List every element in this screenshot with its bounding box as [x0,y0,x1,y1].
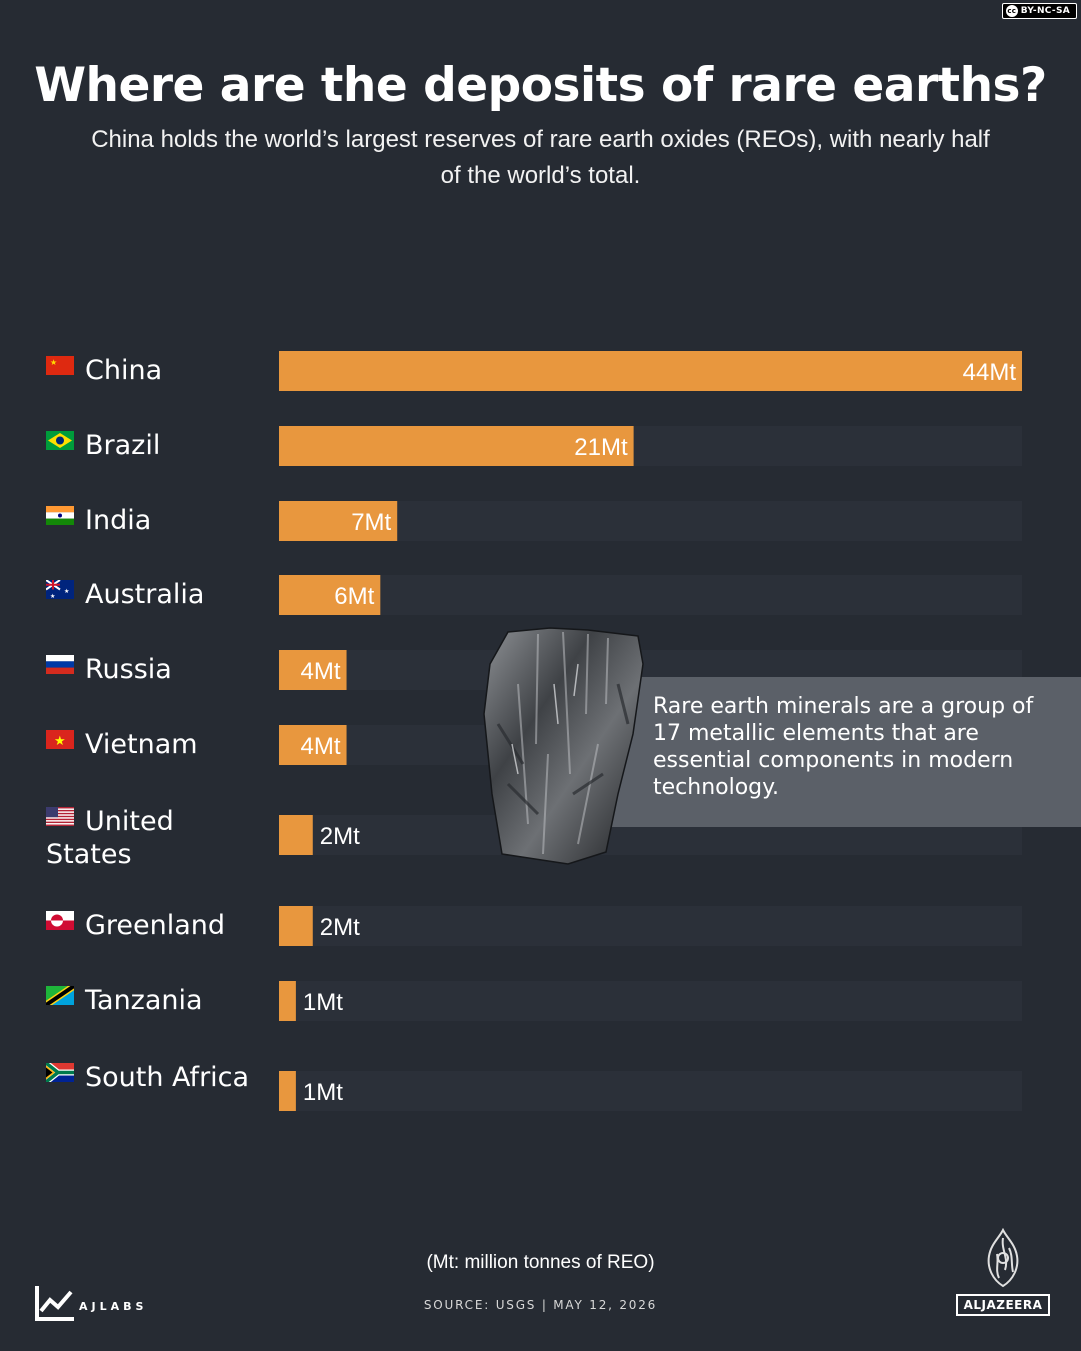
vietnam-flag-icon: ★ [46,730,74,749]
ajlabs-text: AJLABS [79,1300,148,1313]
category-name: Russia [85,654,172,685]
license-badge: cc BY-NC-SA [1001,3,1077,19]
bar-vietnam [279,725,347,765]
category-label: ★ Vietnam [46,728,256,761]
category-name: India [85,505,152,536]
bar-india [279,501,398,541]
category-name: Australia [85,579,205,610]
brazil-flag-icon [46,431,74,450]
category-name: United States [46,806,174,870]
bar-value-label: 1Mt [303,989,343,1016]
bar-united-states [279,815,313,855]
category-name: Brazil [85,430,161,461]
svg-text:★: ★ [54,734,66,749]
bar-tanzania [279,981,296,1021]
ajlabs-logo: AJLABS [34,1284,147,1322]
rare-earth-rock-icon [483,627,644,865]
russia-flag-icon [46,655,74,674]
aljazeera-emblem-icon [987,1227,1019,1288]
bar-russia [279,650,347,690]
category-name: Tanzania [85,985,203,1016]
china-flag-icon: ★ [46,356,74,375]
bar-brazil [279,426,634,466]
bar-value-label: 44Mt [963,359,1017,386]
bar-value-label: 7Mt [351,509,391,536]
tanzania-flag-icon [46,986,74,1005]
category-label: South Africa [46,1061,256,1094]
aljazeera-wordmark: ALJAZEERA [956,1294,1050,1316]
india-flag-icon [46,506,74,525]
australia-flag-icon: ★★ [46,580,74,599]
bar-value-label: 6Mt [334,583,374,610]
category-label: United States [46,805,256,871]
category-label: Russia [46,653,256,686]
bar-track [279,501,1022,541]
category-name: Vietnam [85,729,198,760]
chart-line-icon [35,1286,74,1321]
bar-value-label: 21Mt [574,434,628,461]
bar-track [279,906,1022,946]
bar-south-africa [279,1071,296,1111]
category-label: Greenland [46,909,256,942]
svg-text:★: ★ [50,358,57,367]
south-africa-flag-icon [46,1063,74,1082]
bar-value-label: 2Mt [320,823,360,850]
category-label: ★ ★ Australia [46,578,256,611]
bar-australia [279,575,381,615]
bar-value-label: 1Mt [303,1079,343,1106]
category-name: China [85,355,163,386]
category-label: Tanzania [46,984,256,1017]
category-label: India [46,504,256,537]
bar-china [279,351,1022,391]
svg-text:★: ★ [64,588,69,595]
page-title: Where are the deposits of rare earths? [34,58,1047,113]
source-line: SOURCE: USGS | MAY 12, 2026 [423,1298,658,1312]
bar-track [279,981,1022,1021]
category-label: ★ China [46,354,256,387]
usa-flag-icon [46,807,74,826]
bar-track [279,1071,1022,1111]
bar-value-label: 4Mt [301,733,341,760]
svg-text:★: ★ [50,593,55,599]
bar-greenland [279,906,313,946]
info-callout: Rare earth minerals are a group of 17 me… [610,677,1081,827]
greenland-flag-icon [46,911,74,930]
aljazeera-logo: ALJAZEERA [956,1227,1050,1316]
bar-value-label: 2Mt [320,914,360,941]
unit-note: (Mt: million tonnes of REO) [426,1252,655,1273]
category-label: Brazil [46,429,256,462]
bar-track [279,575,1022,615]
callout-text: Rare earth minerals are a group of 17 me… [653,694,1034,800]
bar-value-label: 4Mt [301,658,341,685]
license-text: BY-NC-SA [1020,6,1070,16]
category-name: Greenland [85,910,226,941]
subtitle: China holds the world’s largest reserves… [91,126,990,189]
creative-commons-icon: cc [1005,5,1018,17]
category-name: South Africa [85,1062,250,1093]
